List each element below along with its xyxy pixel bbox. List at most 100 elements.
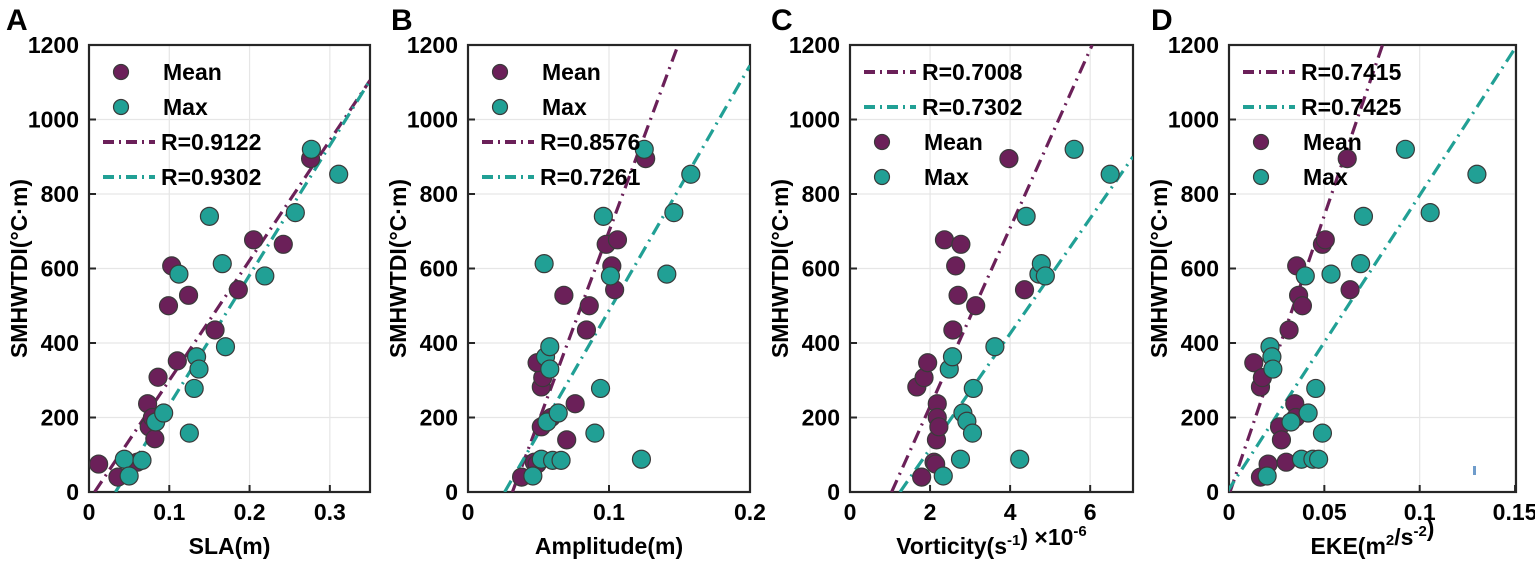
legend-r-mean: R=0.8576 [540, 129, 640, 155]
data-point-max [950, 449, 971, 469]
data-point-max [962, 423, 983, 443]
data-point-mean [300, 149, 321, 169]
legend-marker-max [491, 98, 509, 116]
legend-label-max: Max [542, 94, 587, 120]
data-point-mean [533, 368, 553, 388]
data-point-mean [607, 230, 628, 250]
data-point-mean [918, 353, 938, 373]
y-tick-label: 0 [827, 479, 840, 505]
data-point-mean [966, 296, 986, 316]
data-point-mean [1269, 417, 1290, 437]
data-point-mean [89, 454, 109, 474]
data-point-mean [929, 417, 949, 437]
data-point-mean [167, 351, 187, 371]
legend-marker-mean [491, 63, 509, 81]
data-point-mean [943, 320, 963, 340]
data-point-max [1350, 254, 1371, 274]
y-axis-title: SMHWTDI(°C·m) [6, 179, 32, 358]
data-point-mean [907, 377, 927, 397]
data-point-mean [926, 430, 947, 450]
data-point-mean [1252, 368, 1272, 388]
legend-r-max: R=0.7302 [922, 94, 1022, 120]
data-point-max [540, 359, 560, 379]
data-point-mean [946, 256, 966, 276]
data-point-mean [927, 394, 947, 414]
fit-line-max [898, 155, 1133, 492]
data-point-mean [1244, 353, 1264, 373]
data-point-mean [565, 394, 585, 414]
data-point-max [593, 206, 613, 226]
plot-box [466, 43, 752, 494]
y-tick-label: 200 [802, 405, 840, 431]
data-point-max [1010, 449, 1030, 469]
data-point-max [531, 449, 551, 469]
data-point-mean [1312, 234, 1333, 254]
panel-letter-c: C [771, 4, 793, 37]
data-point-max [1467, 164, 1487, 184]
legend-r-max: R=0.7261 [540, 164, 641, 190]
panel-letter-a: A [6, 4, 28, 37]
y-tick-label: 600 [802, 256, 840, 282]
x-tick-label: 0.1 [153, 499, 185, 525]
x-tick-label: 0.1 [593, 499, 625, 525]
data-point-max [184, 378, 204, 399]
x-tick-label: 0.15 [1493, 499, 1535, 525]
data-point-max [132, 450, 152, 470]
data-point-mean [951, 234, 971, 254]
y-tick-label: 200 [420, 405, 458, 431]
legend-marker-max [112, 98, 130, 116]
data-point-mean [948, 285, 968, 305]
y-axis-title: SMHWTDI(°C·m) [385, 179, 411, 358]
data-point-mean [531, 417, 551, 437]
fit-line-max [114, 79, 370, 492]
data-point-max [1100, 164, 1120, 184]
data-point-mean [139, 417, 159, 437]
y-tick-label: 0 [66, 479, 79, 505]
y-tick-label: 0 [1206, 479, 1219, 505]
legend-label-mean: Mean [924, 129, 983, 155]
y-tick-label: 200 [41, 405, 79, 431]
x-axis-title: Amplitude(m) [535, 533, 683, 559]
data-point-max [154, 403, 174, 423]
data-point-mean [914, 368, 934, 388]
data-point-max [600, 266, 621, 286]
data-point-max [146, 412, 166, 432]
x-tick-label: 4 [1004, 499, 1017, 525]
data-point-max [186, 347, 207, 367]
x-tick-label: 6 [1084, 499, 1097, 525]
data-point-max [657, 264, 677, 284]
data-point-mean [576, 320, 597, 340]
data-point-mean [1289, 285, 1309, 305]
data-point-mean [1014, 280, 1035, 300]
data-point-mean [541, 407, 561, 428]
x-axis-title: SLA(m) [189, 533, 271, 559]
data-point-mean [924, 452, 944, 472]
data-point-max [933, 466, 953, 486]
data-point-mean [511, 467, 532, 487]
data-point-max [957, 411, 977, 431]
data-point-max [285, 203, 305, 223]
y-tick-label: 400 [41, 330, 79, 356]
data-point-mean [1340, 280, 1360, 300]
legend-r-max: R=0.7425 [1301, 94, 1402, 120]
data-point-max [585, 423, 605, 443]
data-point-max [1395, 139, 1415, 159]
x-tick-label: 0 [83, 499, 96, 525]
data-point-max [1303, 449, 1323, 469]
legend-label-mean: Mean [1303, 129, 1362, 155]
data-point-mean [1271, 430, 1292, 450]
data-point-mean [1250, 467, 1271, 487]
data-point-max [548, 403, 568, 423]
data-point-mean [605, 280, 625, 300]
y-tick-label: 800 [41, 181, 79, 207]
data-point-max [590, 378, 611, 399]
data-point-mean [228, 280, 248, 300]
legend-r-mean: R=0.7415 [1301, 59, 1402, 85]
data-point-max [1321, 264, 1341, 284]
data-point-mean [527, 454, 547, 474]
x-axis-title: EKE(m2/s-2) [1311, 515, 1435, 559]
data-point-mean [108, 467, 128, 487]
